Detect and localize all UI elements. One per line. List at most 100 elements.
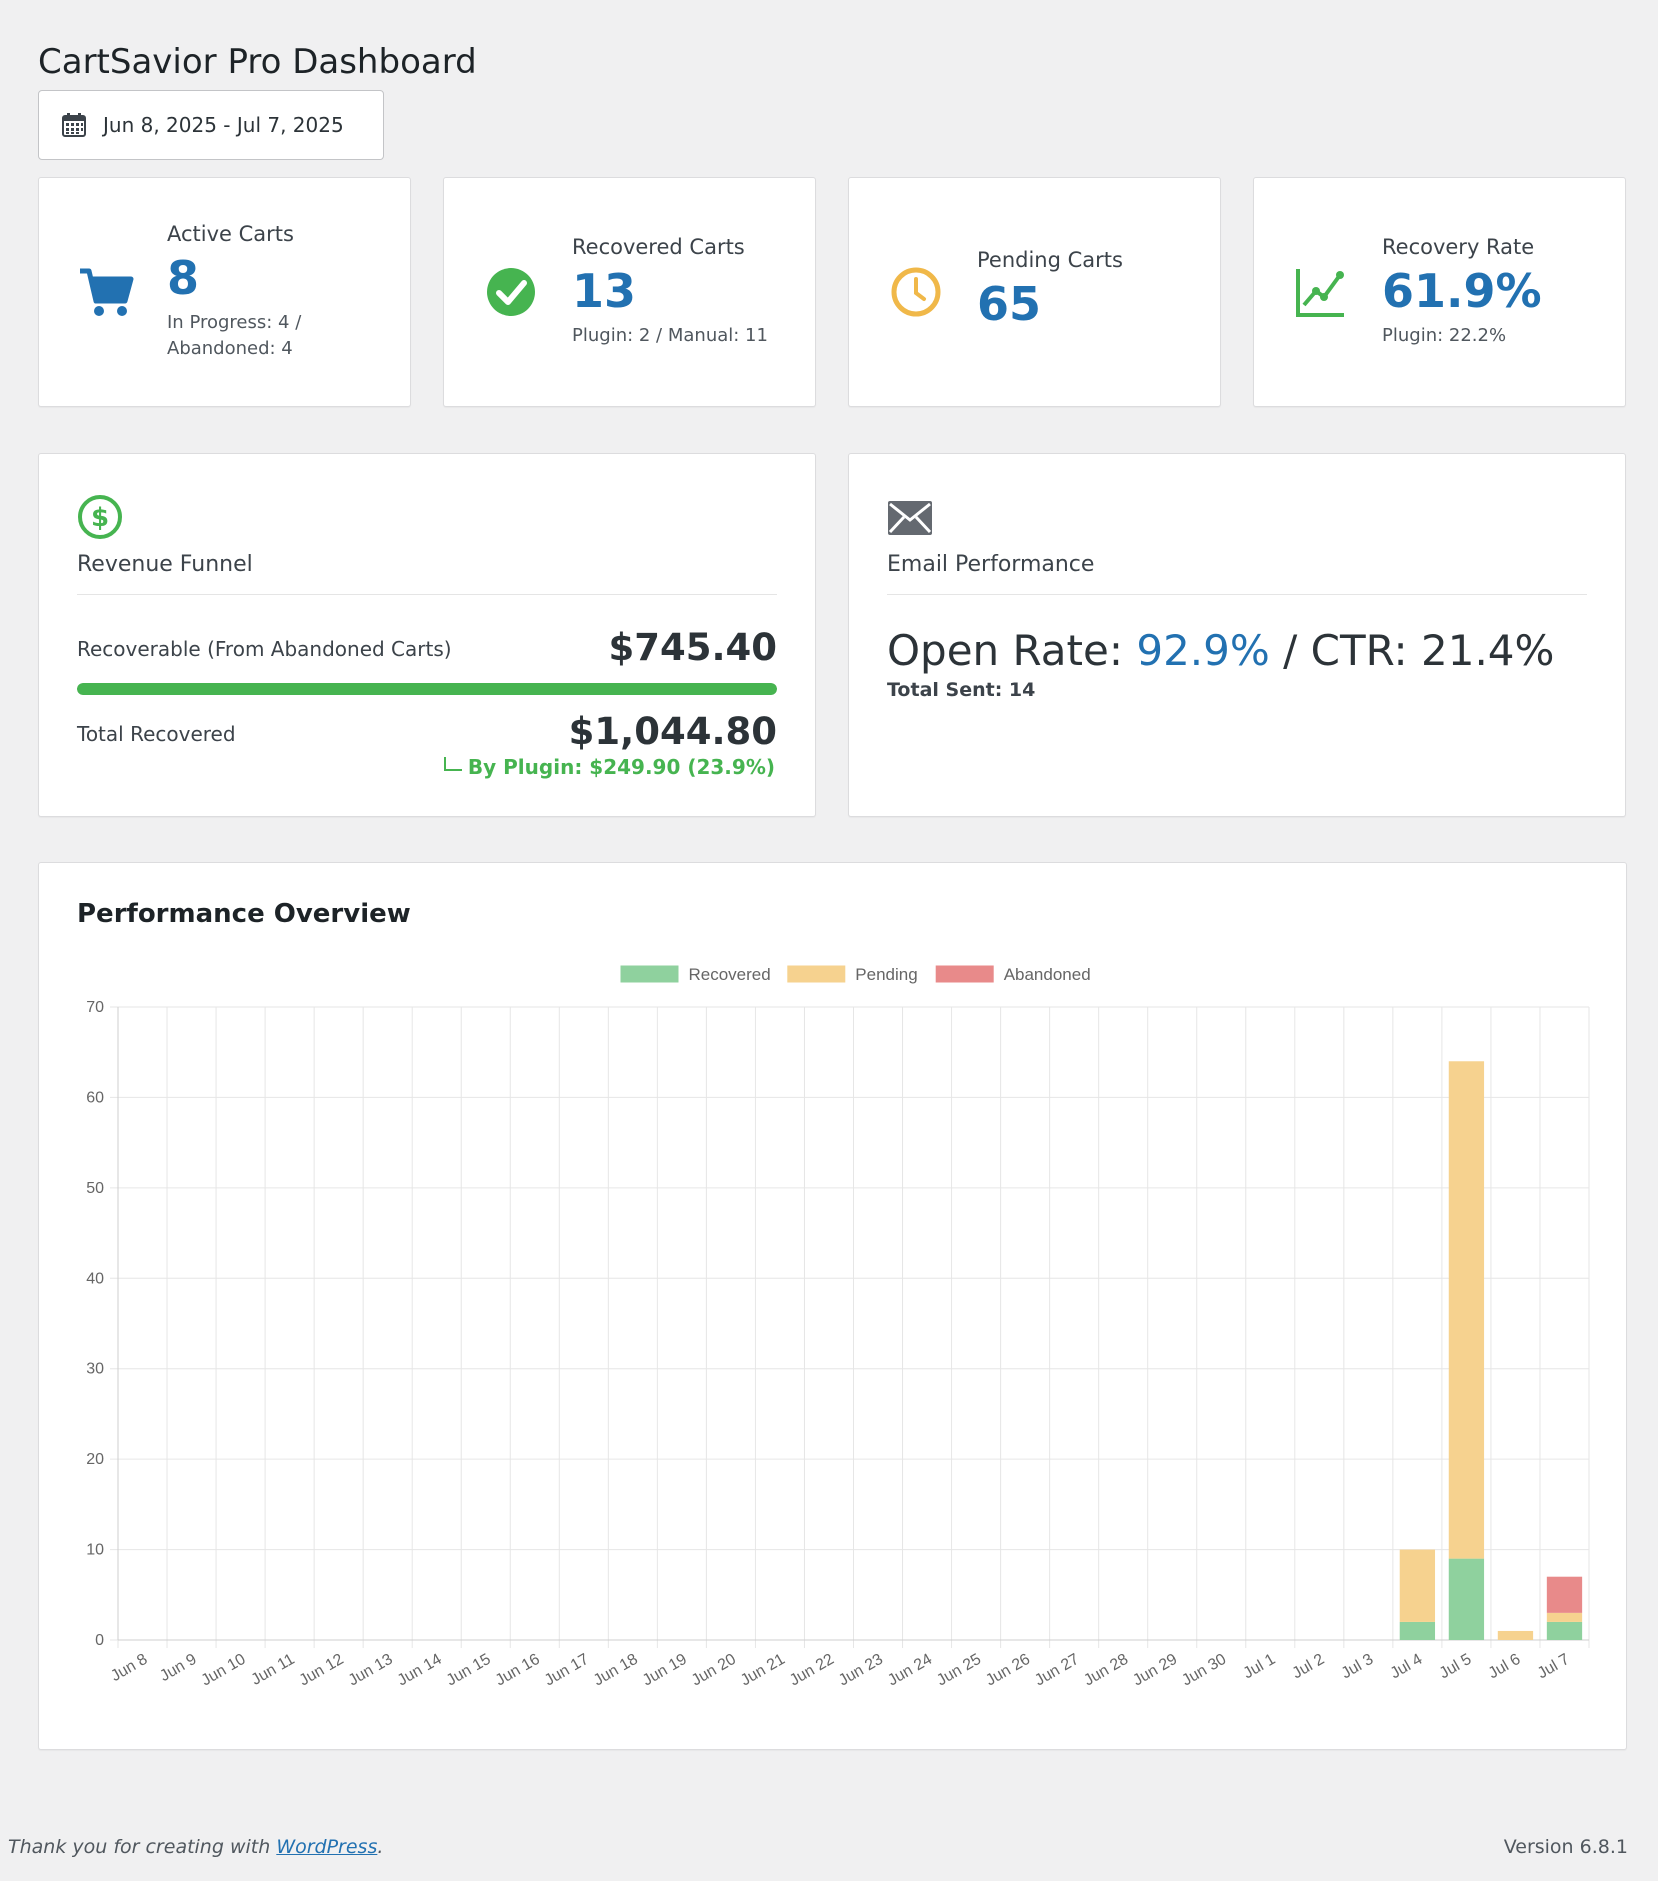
- x-tick-label: Jun 8: [108, 1651, 150, 1685]
- elbow-connector-icon: [443, 757, 462, 771]
- x-tick-label: Jun 15: [444, 1651, 494, 1690]
- kpi-card-pending-carts: Pending Carts 65: [848, 177, 1221, 407]
- legend-label-recovered: Recovered: [689, 965, 771, 984]
- open-rate-label: Open Rate:: [887, 626, 1137, 675]
- dollar-circle-icon: $: [77, 494, 123, 544]
- x-tick-label: Jun 27: [1032, 1651, 1082, 1690]
- x-tick-label: Jun 14: [395, 1651, 445, 1690]
- total-recovered-label: Total Recovered: [77, 722, 236, 746]
- envelope-icon: [887, 500, 933, 540]
- x-tick-label: Jun 22: [787, 1651, 837, 1690]
- divider: [77, 594, 777, 595]
- y-tick-label: 50: [86, 1180, 104, 1197]
- kpi-card-active-carts: Active Carts 8 In Progress: 4 / Abandone…: [38, 177, 411, 407]
- recoverable-value: $745.40: [608, 626, 777, 669]
- x-tick-label: Jul 5: [1437, 1651, 1475, 1683]
- recoverable-label: Recoverable (From Abandoned Carts): [77, 637, 452, 661]
- y-tick-label: 40: [86, 1270, 104, 1287]
- y-tick-label: 20: [86, 1451, 104, 1468]
- wordpress-link[interactable]: WordPress: [276, 1836, 378, 1858]
- x-tick-label: Jun 17: [542, 1651, 592, 1690]
- y-tick-label: 10: [86, 1542, 104, 1559]
- by-plugin-note: By Plugin: $249.90 (23.9%): [443, 755, 775, 779]
- x-tick-label: Jul 1: [1241, 1651, 1279, 1683]
- date-range-label: Jun 8, 2025 - Jul 7, 2025: [103, 113, 344, 137]
- y-tick-label: 70: [86, 999, 104, 1016]
- y-tick-label: 60: [86, 1089, 104, 1106]
- check-circle-icon: [482, 263, 540, 321]
- x-tick-label: Jun 19: [640, 1651, 690, 1690]
- bar-abandoned: [1546, 1576, 1583, 1613]
- bar-pending: [1497, 1630, 1534, 1640]
- x-tick-label: Jun 26: [983, 1651, 1033, 1690]
- kpi-sub: Plugin: 2 / Manual: 11: [572, 325, 768, 347]
- x-tick-label: Jul 3: [1339, 1651, 1377, 1683]
- footer-version: Version 6.8.1: [1503, 1836, 1628, 1858]
- y-tick-label: 30: [86, 1361, 104, 1378]
- x-tick-label: Jul 7: [1535, 1651, 1573, 1683]
- x-tick-label: Jun 28: [1081, 1651, 1131, 1690]
- legend-swatch-pending: [787, 965, 846, 983]
- clock-icon: [887, 263, 945, 321]
- page-title: CartSavior Pro Dashboard: [38, 42, 477, 82]
- performance-overview-card: Performance Overview 0 10 20 30 40 50 60 70 Jun …: [38, 862, 1627, 1750]
- kpi-value: 61.9%: [1382, 263, 1542, 318]
- kpi-label: Recovered Carts: [572, 234, 745, 259]
- divider: [887, 594, 1587, 595]
- footer-thanks-suffix: .: [377, 1836, 384, 1858]
- footer-thanks: Thank you for creating with WordPress.: [8, 1836, 383, 1858]
- email-performance-card: Email Performance Open Rate: 92.9% / CTR…: [848, 453, 1626, 817]
- kpi-value: 8: [167, 250, 200, 305]
- svg-text:$: $: [91, 503, 109, 533]
- kpi-value: 65: [977, 276, 1042, 331]
- x-tick-label: Jun 25: [934, 1651, 984, 1690]
- x-tick-label: Jul 2: [1290, 1651, 1328, 1683]
- kpi-value: 13: [572, 263, 637, 318]
- x-tick-label: Jun 11: [249, 1651, 298, 1689]
- legend-swatch-abandoned: [935, 965, 994, 983]
- x-tick-label: Jun 9: [157, 1651, 199, 1685]
- kpi-sub: Plugin: 22.2%: [1382, 325, 1507, 347]
- bar-pending: [1399, 1549, 1436, 1622]
- legend-label-pending: Pending: [855, 965, 917, 984]
- recoverable-progress-bar: [77, 683, 777, 695]
- bar-pending: [1448, 1061, 1485, 1559]
- ctr-text: / CTR: 21.4%: [1269, 626, 1555, 675]
- y-tick-label: 0: [95, 1632, 104, 1649]
- email-metrics: Open Rate: 92.9% / CTR: 21.4%: [887, 626, 1554, 675]
- total-recovered-value: $1,044.80: [568, 710, 777, 753]
- kpi-sub: In Progress: 4 / Abandoned: 4: [167, 312, 302, 360]
- bar-recovered: [1448, 1558, 1485, 1640]
- bar-recovered: [1546, 1621, 1583, 1640]
- kpi-label: Recovery Rate: [1382, 234, 1535, 259]
- bar-pending: [1546, 1612, 1583, 1622]
- legend-swatch-recovered: [620, 965, 679, 983]
- legend-label-abandoned: Abandoned: [1004, 965, 1091, 984]
- chart-title: Performance Overview: [77, 899, 411, 929]
- footer-thanks-prefix: Thank you for creating with: [8, 1836, 277, 1858]
- x-tick-label: Jun 23: [836, 1651, 886, 1690]
- kpi-label: Active Carts: [167, 221, 294, 246]
- x-tick-label: Jun 16: [493, 1651, 543, 1690]
- kpi-label: Pending Carts: [977, 247, 1123, 272]
- date-range-picker[interactable]: Jun 8, 2025 - Jul 7, 2025: [38, 90, 384, 160]
- total-sent: Total Sent: 14: [887, 679, 1036, 701]
- x-tick-label: Jul 6: [1486, 1651, 1524, 1683]
- calendar-icon: [62, 113, 86, 137]
- kpi-card-recovery-rate: Recovery Rate 61.9% Plugin: 22.2%: [1253, 177, 1626, 407]
- revenue-funnel-title: Revenue Funnel: [77, 552, 253, 577]
- email-performance-title: Email Performance: [887, 552, 1095, 577]
- x-tick-label: Jun 10: [198, 1651, 248, 1690]
- x-tick-label: Jun 20: [689, 1651, 739, 1690]
- recoverable-progress-fill: [77, 683, 777, 695]
- x-tick-label: Jun 30: [1179, 1651, 1229, 1690]
- x-tick-label: Jun 24: [885, 1651, 935, 1690]
- x-tick-label: Jun 21: [738, 1651, 788, 1690]
- x-tick-label: Jun 29: [1130, 1651, 1180, 1690]
- x-tick-label: Jul 4: [1388, 1651, 1426, 1683]
- bar-recovered: [1399, 1621, 1436, 1640]
- kpi-card-recovered-carts: Recovered Carts 13 Plugin: 2 / Manual: 1…: [443, 177, 816, 407]
- x-tick-label: Jun 13: [346, 1651, 396, 1690]
- x-tick-label: Jun 18: [591, 1651, 641, 1690]
